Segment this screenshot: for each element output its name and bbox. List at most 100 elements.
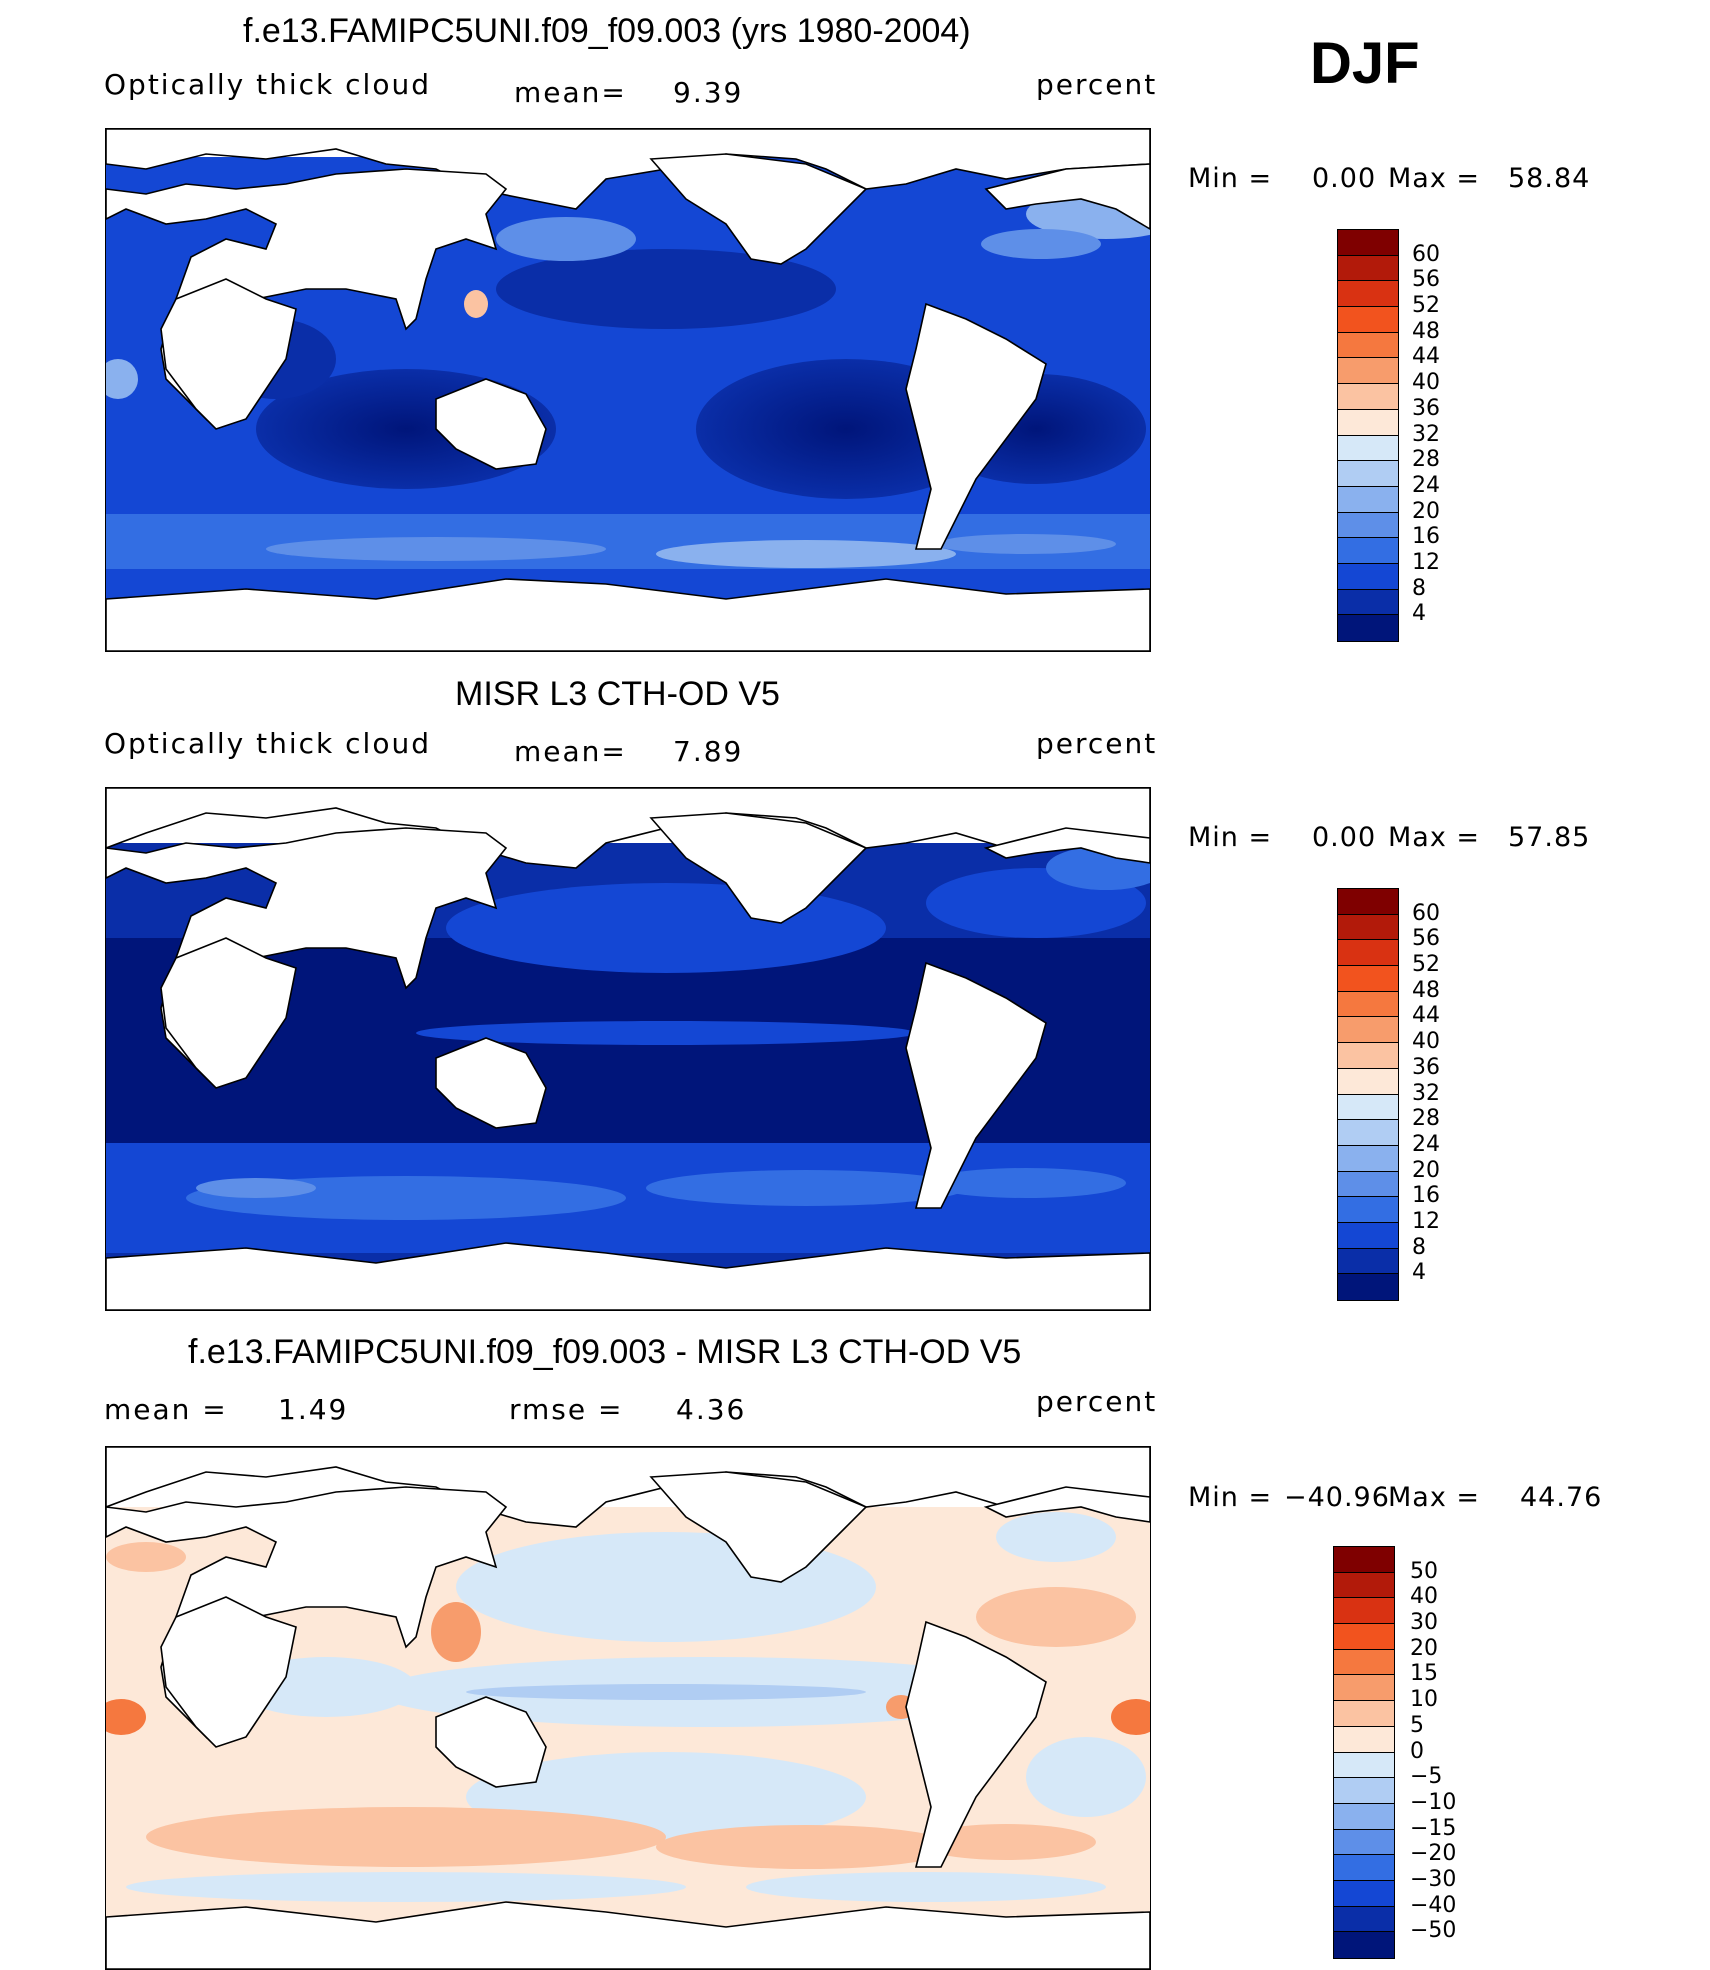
- colorbar-swatch: [1334, 1649, 1394, 1676]
- panel3-min-value: −40.96: [1284, 1482, 1390, 1513]
- colorbar-tick-label: 8: [1412, 1234, 1426, 1260]
- panel3-units: percent: [1036, 1385, 1158, 1418]
- colorbar-tick-label: 52: [1412, 293, 1440, 319]
- colorbar-swatch: [1338, 914, 1398, 941]
- panel1-variable-label: Optically thick cloud: [104, 68, 431, 101]
- colorbar-tick-label: 32: [1412, 1080, 1440, 1106]
- colorbar-swatch: [1334, 1572, 1394, 1599]
- colorbar-swatch: [1338, 461, 1398, 487]
- panel1-min-value: 0.00: [1312, 163, 1377, 194]
- colorbar-swatch: [1338, 332, 1398, 359]
- colorbar-swatch: [1338, 589, 1398, 616]
- colorbar-swatch: [1338, 615, 1398, 641]
- colorbar-tick-label: −15: [1410, 1815, 1457, 1841]
- colorbar-swatch: [1338, 1094, 1398, 1121]
- panel2-map-svg: [106, 788, 1150, 1310]
- colorbar-swatch: [1338, 966, 1398, 992]
- panel1-colorbar: [1337, 229, 1399, 642]
- colorbar-tick-label: 36: [1412, 1054, 1440, 1080]
- colorbar-tick-label: 44: [1412, 344, 1440, 370]
- panel3-rmse-label: rmse =: [509, 1393, 624, 1426]
- colorbar-swatch: [1334, 1624, 1394, 1650]
- colorbar-swatch: [1334, 1880, 1394, 1907]
- panel1-max-label: Max =: [1388, 163, 1481, 194]
- colorbar-swatch: [1334, 1855, 1394, 1881]
- panel2-title: MISR L3 CTH-OD V5: [455, 675, 780, 713]
- colorbar-swatch: [1338, 1222, 1398, 1249]
- colorbar-swatch: [1338, 435, 1398, 462]
- panel2-mean-label: mean=: [514, 735, 627, 768]
- colorbar-tick-label: 20: [1410, 1635, 1438, 1661]
- panel2-colorbar: [1337, 888, 1399, 1301]
- colorbar-swatch: [1338, 1274, 1398, 1300]
- colorbar-tick-label: 16: [1412, 1183, 1440, 1209]
- panel3-mean-value: 1.49: [278, 1393, 349, 1426]
- colorbar-tick-label: 8: [1412, 575, 1426, 601]
- panel3-max-value: 44.76: [1520, 1482, 1603, 1513]
- colorbar-tick-label: 56: [1412, 926, 1440, 952]
- colorbar-tick-label: 50: [1410, 1558, 1438, 1584]
- colorbar-swatch: [1334, 1932, 1394, 1958]
- colorbar-tick-label: 30: [1410, 1610, 1438, 1636]
- colorbar-swatch: [1334, 1726, 1394, 1753]
- panel2-variable-label: Optically thick cloud: [104, 727, 431, 760]
- colorbar-tick-label: 40: [1412, 370, 1440, 396]
- panel3-colorbar-labels: 50 40 30 20 15 10 5 0 −5 −10 −15 −20 −30 −40 −50: [1410, 1546, 1470, 1957]
- colorbar-tick-label: 15: [1410, 1661, 1438, 1687]
- panel3-colorbar: [1333, 1546, 1395, 1959]
- panel1-max-value: 58.84: [1508, 163, 1591, 194]
- colorbar-tick-label: −40: [1410, 1892, 1457, 1918]
- panel1-map-svg: [106, 129, 1150, 651]
- colorbar-swatch: [1338, 991, 1398, 1018]
- colorbar-swatch: [1338, 409, 1398, 436]
- colorbar-tick-label: 40: [1410, 1584, 1438, 1610]
- panel1-min-label: Min =: [1188, 163, 1273, 194]
- colorbar-swatch: [1334, 1701, 1394, 1727]
- colorbar-tick-label: 10: [1410, 1687, 1438, 1713]
- colorbar-tick-label: 44: [1412, 1003, 1440, 1029]
- colorbar-tick-label: 60: [1412, 241, 1440, 267]
- colorbar-swatch: [1338, 281, 1398, 308]
- colorbar-swatch: [1338, 486, 1398, 513]
- colorbar-tick-label: 32: [1412, 421, 1440, 447]
- colorbar-swatch: [1334, 1778, 1394, 1804]
- panel2-max-label: Max =: [1388, 822, 1481, 853]
- season-label: DJF: [1310, 31, 1420, 96]
- colorbar-tick-label: 28: [1412, 447, 1440, 473]
- colorbar-tick-label: 24: [1412, 472, 1440, 498]
- colorbar-tick-label: 12: [1412, 549, 1440, 575]
- panel1-units: percent: [1036, 68, 1158, 101]
- panel2-colorbar-labels: 60 56 52 48 44 40 36 32 28 24 20 16 12 8 4: [1412, 888, 1472, 1299]
- colorbar-tick-label: 12: [1412, 1208, 1440, 1234]
- panel3-rmse-value: 4.36: [676, 1393, 747, 1426]
- colorbar-swatch: [1338, 1068, 1398, 1095]
- colorbar-tick-label: −20: [1410, 1841, 1457, 1867]
- panel2-min-label: Min =: [1188, 822, 1273, 853]
- panel3-map-svg: [106, 1447, 1150, 1969]
- colorbar-tick-label: −5: [1410, 1764, 1443, 1790]
- colorbar-swatch: [1334, 1803, 1394, 1830]
- colorbar-tick-label: 16: [1412, 524, 1440, 550]
- colorbar-swatch: [1338, 1043, 1398, 1069]
- colorbar-swatch: [1334, 1829, 1394, 1856]
- colorbar-swatch: [1338, 512, 1398, 539]
- colorbar-tick-label: 48: [1412, 977, 1440, 1003]
- colorbar-tick-label: 52: [1412, 952, 1440, 978]
- colorbar-swatch: [1334, 1752, 1394, 1779]
- panel1-mean-value: 9.39: [673, 76, 744, 109]
- colorbar-swatch: [1338, 1145, 1398, 1172]
- colorbar-tick-label: −10: [1410, 1789, 1457, 1815]
- colorbar-tick-label: 0: [1410, 1738, 1424, 1764]
- panel1-mean-label: mean=: [514, 76, 627, 109]
- colorbar-swatch: [1334, 1598, 1394, 1625]
- colorbar-swatch: [1338, 538, 1398, 564]
- colorbar-tick-label: 24: [1412, 1131, 1440, 1157]
- colorbar-swatch: [1338, 230, 1398, 256]
- colorbar-tick-label: −30: [1410, 1866, 1457, 1892]
- colorbar-tick-label: 36: [1412, 395, 1440, 421]
- colorbar-tick-label: 28: [1412, 1106, 1440, 1132]
- colorbar-tick-label: 40: [1412, 1029, 1440, 1055]
- panel1-colorbar-labels: 60 56 52 48 44 40 36 32 28 24 20 16 12 8 4: [1412, 229, 1472, 640]
- colorbar-tick-label: 48: [1412, 318, 1440, 344]
- colorbar-swatch: [1338, 1017, 1398, 1044]
